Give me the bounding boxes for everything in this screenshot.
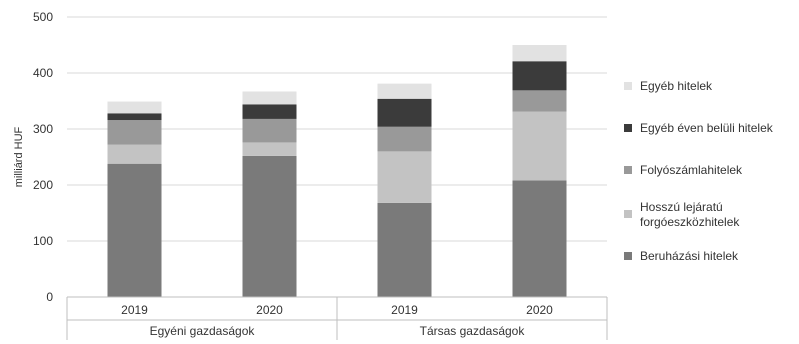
x-tick-label: 2019	[121, 303, 148, 317]
y-tick-label: 200	[33, 178, 53, 192]
x-tick-label: 2020	[256, 303, 283, 317]
legend-label: Egyéb hitelek	[640, 79, 713, 93]
bar-segment	[243, 104, 297, 119]
bar-segment	[513, 112, 567, 181]
x-tick-label: 2019	[391, 303, 418, 317]
y-tick-label: 100	[33, 234, 53, 248]
bar-segment	[513, 90, 567, 111]
x-group-label: Társas gazdaságok	[420, 324, 526, 338]
bar-segment	[378, 151, 432, 203]
y-tick-label: 300	[33, 122, 53, 136]
bar-segment	[243, 156, 297, 297]
legend-swatch	[624, 82, 632, 90]
bars	[108, 45, 567, 297]
legend-label: Folyószámlahitelek	[640, 163, 743, 177]
legend-label: Hosszú lejáratú forgóeszközhitelek	[640, 200, 740, 229]
y-axis-title: milliárd HUF	[13, 126, 25, 187]
legend-swatch	[624, 166, 632, 174]
bar-segment	[378, 99, 432, 127]
legend-label: Egyéb éven belüli hitelek	[640, 121, 774, 135]
bar-segment	[108, 113, 162, 120]
x-group-label: Egyéni gazdaságok	[150, 324, 256, 338]
bar-segment	[513, 61, 567, 90]
legend: Egyéb hitelek Egyéb éven belüli hitelek Fo…	[624, 79, 774, 263]
bar-segment	[108, 102, 162, 114]
y-tick-label: 0	[46, 290, 53, 304]
legend-swatch	[624, 124, 632, 132]
bar-segment	[243, 91, 297, 104]
y-tick-label: 400	[33, 66, 53, 80]
legend-swatch	[624, 252, 632, 260]
bar-segment	[378, 127, 432, 152]
bar-segment	[108, 120, 162, 145]
y-tick-label: 500	[33, 10, 53, 24]
bar-segment	[378, 203, 432, 297]
bar-segment	[108, 145, 162, 164]
y-tick-labels: 0 100 200 300 400 500	[33, 10, 53, 304]
bar-segment	[243, 142, 297, 155]
bar-segment	[513, 181, 567, 297]
legend-swatch	[624, 210, 632, 218]
x-tick-label: 2020	[526, 303, 553, 317]
legend-label: Beruházási hitelek	[640, 249, 739, 263]
bar-segment	[513, 45, 567, 61]
bar-segment	[378, 84, 432, 99]
bar-segment	[243, 119, 297, 143]
bar-segment	[108, 164, 162, 297]
